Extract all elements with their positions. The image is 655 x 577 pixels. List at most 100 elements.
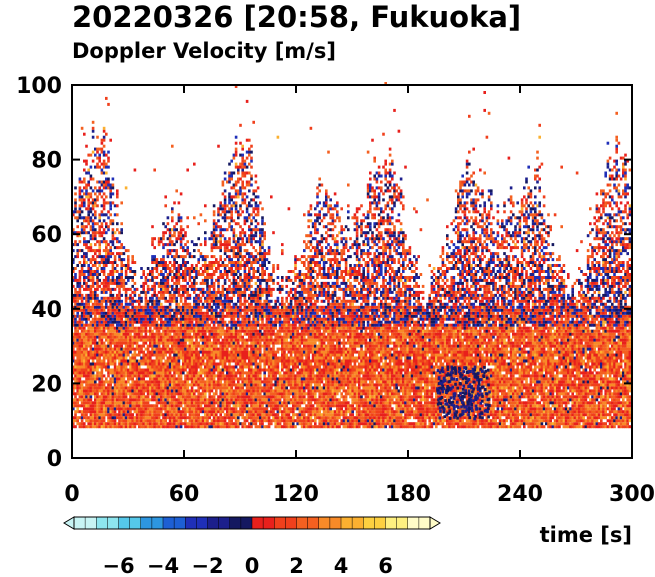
heat-cell — [80, 359, 84, 363]
heat-cell — [98, 404, 101, 408]
heat-cell — [135, 368, 139, 372]
heat-cell — [184, 255, 187, 259]
heat-cell — [135, 413, 139, 417]
heat-cell — [83, 216, 86, 220]
heat-cell — [113, 204, 117, 208]
heat-cell — [87, 308, 90, 312]
heat-cell — [87, 246, 90, 250]
heat-cell — [120, 410, 123, 414]
heat-cell — [226, 204, 229, 208]
heat-cell — [96, 395, 99, 399]
heat-cell — [83, 201, 86, 205]
heat-cell — [107, 320, 110, 324]
heat-cell — [111, 267, 115, 270]
heat-cell — [135, 305, 139, 309]
heat-cell — [72, 270, 75, 273]
heat-cell — [237, 416, 240, 420]
heat-cell — [91, 389, 95, 393]
heat-cell — [153, 374, 156, 378]
heat-cell — [204, 237, 207, 241]
heat-cell — [113, 368, 117, 372]
heat-cell — [151, 299, 154, 303]
heat-cell — [76, 249, 79, 253]
heat-cell — [144, 314, 148, 318]
heat-cell — [127, 323, 130, 327]
heat-cell — [96, 359, 99, 363]
heat-cell — [91, 189, 95, 193]
heat-cell — [74, 198, 77, 202]
heat-cell — [113, 335, 117, 339]
heat-cell — [184, 284, 187, 288]
heat-cell — [102, 422, 106, 426]
heat-cell — [175, 314, 178, 318]
heat-cell — [212, 359, 216, 363]
heat-cell — [96, 362, 99, 366]
heat-cell — [131, 308, 134, 312]
heat-cell — [76, 404, 79, 408]
heat-cell — [87, 335, 90, 339]
heat-cell — [94, 365, 97, 369]
heat-cell — [120, 314, 123, 318]
heat-cell — [133, 359, 137, 363]
heat-cell — [221, 234, 225, 238]
heat-cell — [118, 287, 121, 291]
heat-cell — [111, 386, 115, 390]
heat-cell — [228, 162, 231, 166]
heat-cell — [151, 341, 154, 345]
heat-cell — [127, 267, 130, 270]
heat-cell — [102, 281, 106, 285]
heat-cell — [140, 335, 143, 339]
heat-cell — [153, 353, 156, 357]
heat-cell — [177, 359, 181, 363]
heat-cell — [197, 258, 200, 262]
heat-cell — [118, 240, 121, 244]
heat-cell — [96, 422, 99, 426]
heat-cell — [72, 419, 75, 423]
heat-cell — [245, 299, 249, 303]
heat-cell — [129, 404, 132, 408]
heat-cell — [78, 314, 82, 318]
heat-cell — [94, 386, 97, 390]
heat-cell — [83, 278, 86, 282]
heat-cell — [76, 344, 79, 348]
heat-cell — [105, 290, 108, 294]
heat-cell — [223, 320, 227, 324]
heat-cell — [78, 383, 82, 387]
heat-cell — [219, 246, 222, 250]
heat-cell — [100, 392, 104, 396]
heat-cell — [118, 329, 121, 333]
heat-cell — [118, 404, 121, 408]
heat-cell — [94, 338, 97, 342]
heat-cell — [239, 296, 242, 300]
heat-cell — [100, 374, 104, 378]
heat-cell — [78, 389, 82, 393]
heat-cell — [122, 314, 126, 318]
heat-cell — [135, 398, 139, 402]
heat-cell — [116, 380, 119, 384]
heat-cell — [234, 162, 238, 166]
heat-cell — [131, 422, 134, 426]
heat-cell — [124, 380, 128, 384]
heat-cell — [199, 267, 203, 270]
heat-cell — [256, 195, 260, 199]
heat-cell — [111, 401, 115, 405]
heat-cell — [140, 299, 143, 303]
heat-cell — [76, 422, 79, 426]
heat-cell — [96, 249, 99, 253]
heat-cell — [142, 329, 145, 333]
heat-cell — [160, 240, 163, 244]
heat-cell — [76, 299, 79, 303]
heat-cell — [98, 186, 101, 190]
heat-cell — [102, 270, 106, 273]
heat-cell — [78, 332, 82, 336]
heat-cell — [100, 389, 104, 393]
heat-cell — [124, 296, 128, 300]
heat-cell — [146, 407, 150, 411]
heat-cell — [109, 335, 112, 339]
heat-cell — [221, 290, 225, 294]
heat-cell — [127, 362, 130, 366]
heat-cell — [94, 210, 97, 214]
heat-cell — [173, 201, 176, 205]
heat-cell — [76, 407, 79, 411]
heat-cell — [100, 329, 104, 333]
